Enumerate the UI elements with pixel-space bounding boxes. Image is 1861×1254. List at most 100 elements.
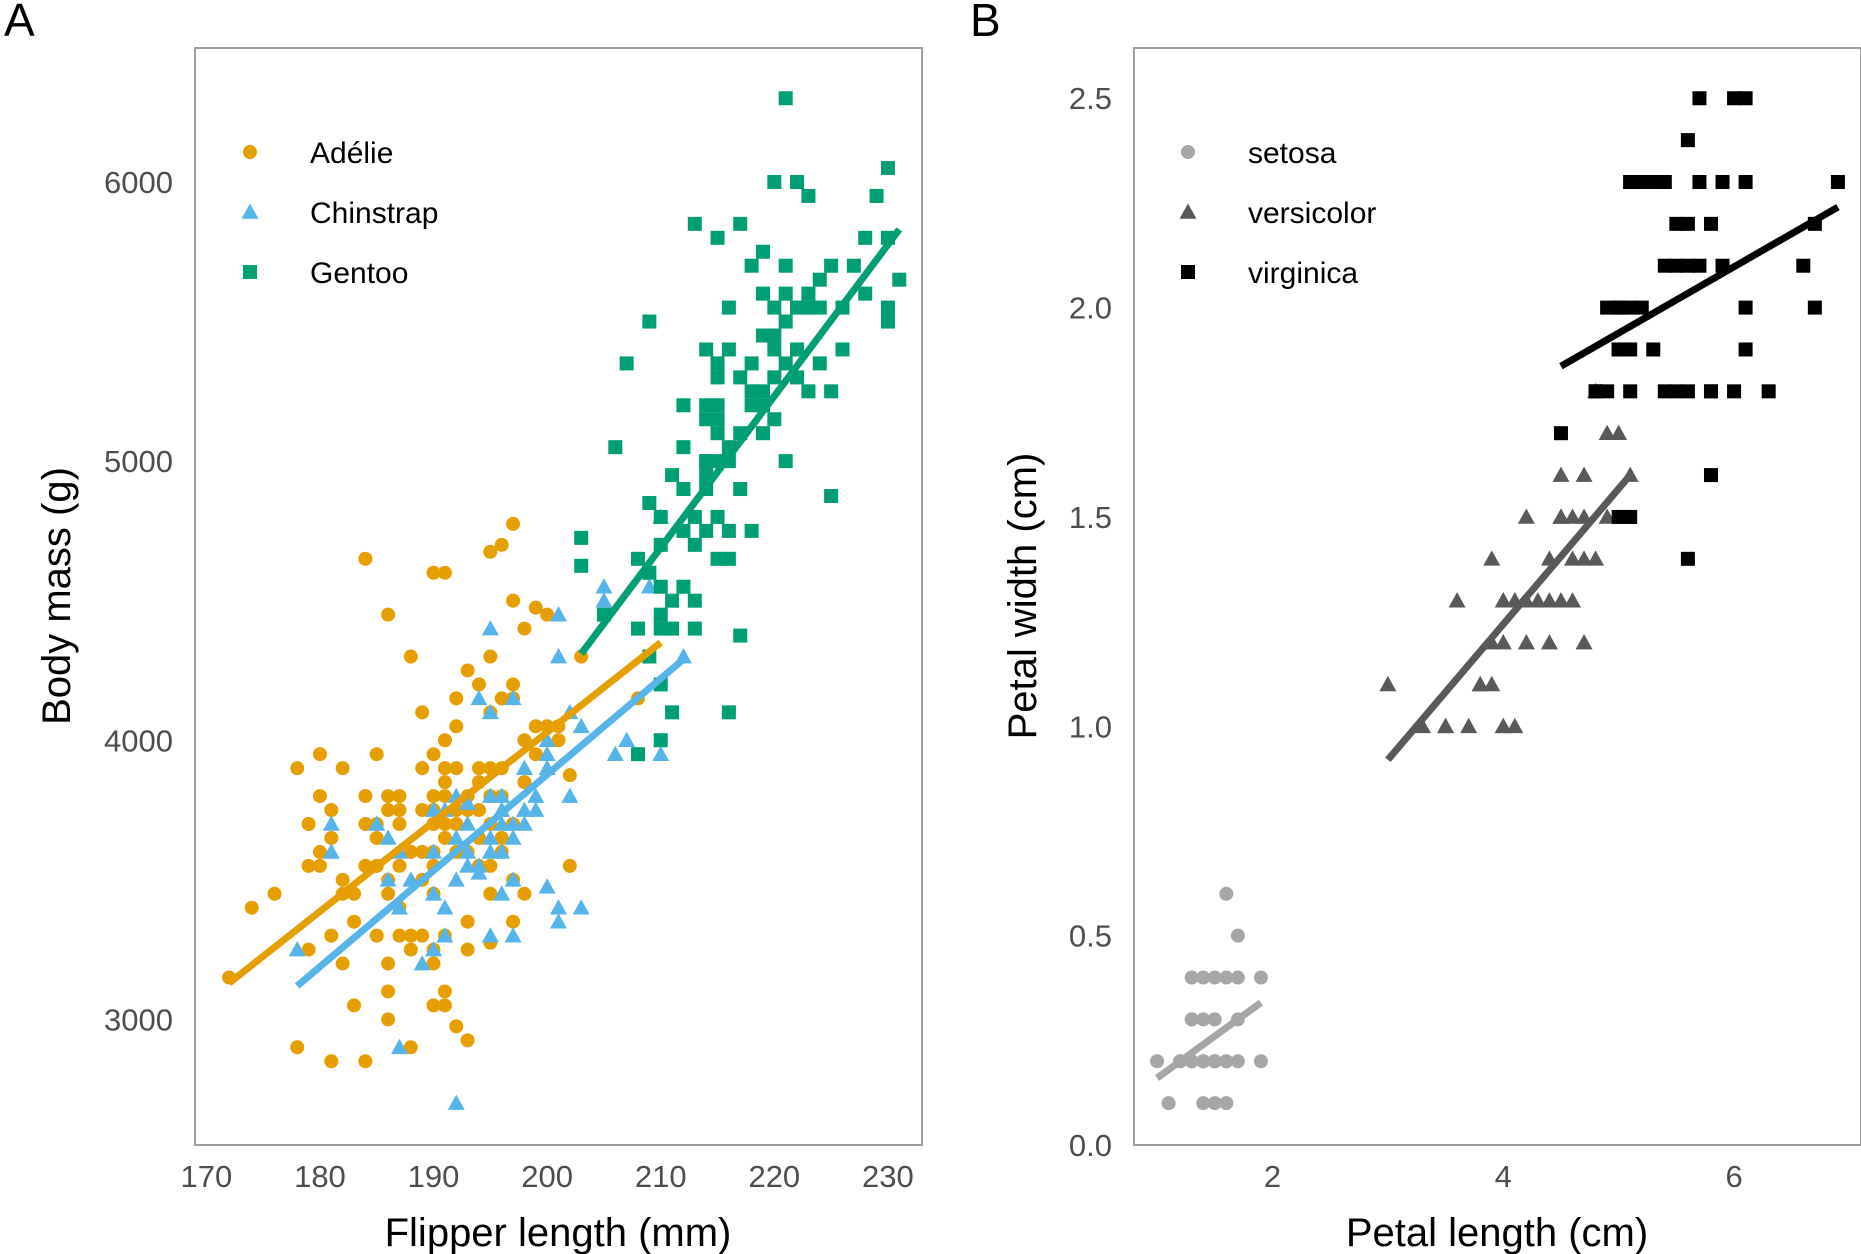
chinstrap-point [504, 689, 522, 706]
chinstrap-point [550, 648, 567, 664]
y-tick-label: 6000 [104, 165, 173, 200]
chinstrap-point [481, 829, 499, 845]
gentoo-point [653, 509, 668, 524]
adlie-point [426, 789, 441, 804]
setosa-point [1150, 1054, 1165, 1069]
adlie-point [483, 544, 498, 559]
gentoo-point [699, 454, 714, 469]
gentoo-point [676, 579, 691, 594]
versicolor-point [1575, 634, 1593, 650]
versicolor-point [1437, 717, 1455, 734]
gentoo-point [676, 398, 691, 413]
gentoo-point [699, 412, 714, 427]
virginica-point [1634, 174, 1649, 189]
adlie-point [392, 803, 407, 818]
adlie-point [449, 816, 464, 831]
gentoo-point [653, 607, 668, 622]
versicolor-point [1587, 550, 1605, 566]
legend-chinstrap-marker [241, 203, 259, 219]
y-tick-label: 3000 [104, 1002, 173, 1037]
adlie-point [301, 942, 316, 957]
chinstrap-point [493, 885, 511, 901]
adlie-point [324, 1054, 339, 1069]
setosa-point [1196, 1096, 1211, 1111]
adlie-point [437, 984, 452, 999]
setosa-point [1207, 1054, 1222, 1069]
adlie-point [517, 886, 532, 901]
adlie-point [437, 733, 452, 748]
panel-b: B 2 4 6 0.0 0.5 1.0 1.5 2.0 2.5 setosa versicolo… [970, 0, 1861, 1254]
gentoo-point [699, 398, 714, 413]
y-tick-label: 2.5 [1069, 81, 1112, 116]
setosa-point [1219, 1096, 1234, 1111]
panel-b-legend: setosa versicolor virginica [1179, 137, 1376, 290]
adlie-point [369, 747, 384, 762]
legend-versicolor-marker [1179, 203, 1197, 219]
chinstrap-point [550, 913, 567, 929]
virginica-point [1634, 300, 1649, 315]
virginica-point [1830, 174, 1845, 189]
adlie-point [551, 733, 566, 748]
versicolor-fit-line [1385, 472, 1633, 763]
chinstrap-point [652, 745, 670, 762]
chinstrap-fit-line [294, 656, 686, 989]
chinstrap-point [504, 815, 522, 831]
panel-a-x-ticks: 170 180 190 200 210 220 230 [180, 1159, 913, 1194]
versicolor-point [1552, 466, 1570, 482]
panel-b-fit-lines [1155, 204, 1840, 1081]
adlie-point [381, 984, 396, 999]
adlie-point [494, 691, 509, 706]
setosa-point [1207, 1096, 1222, 1111]
virginica-point [1623, 342, 1638, 357]
x-tick-label: 230 [862, 1159, 914, 1194]
virginica-point [1611, 509, 1626, 524]
gentoo-point [824, 258, 839, 273]
adlie-point [403, 649, 418, 664]
gentoo-point [631, 747, 646, 762]
chinstrap-point [515, 801, 533, 817]
panel-b-x-ticks: 2 4 6 [1264, 1159, 1743, 1194]
gentoo-point [574, 558, 589, 573]
legend-adlie-marker [243, 145, 257, 159]
chinstrap-point [481, 843, 499, 859]
chinstrap-point [595, 592, 613, 608]
gentoo-point [653, 621, 668, 636]
virginica-point [1680, 384, 1695, 399]
adlie-point [403, 928, 418, 943]
versicolor-point [1540, 592, 1558, 608]
adlie-point [369, 928, 384, 943]
gentoo-point [721, 523, 736, 538]
chinstrap-point [550, 899, 567, 915]
adlie-point [483, 886, 498, 901]
adlie-point [381, 886, 396, 901]
chinstrap-point [459, 857, 477, 873]
chinstrap-point [390, 899, 408, 915]
adlie-point [437, 775, 452, 790]
adlie-point [403, 942, 418, 957]
chinstrap-point [447, 871, 465, 887]
gentoo-point [767, 328, 782, 343]
gentoo-point [710, 412, 725, 427]
y-tick-label: 0.5 [1069, 919, 1112, 954]
setosa-point [1219, 1054, 1234, 1069]
adlie-point [528, 719, 543, 734]
gentoo-point [767, 174, 782, 189]
chinstrap-point [288, 941, 306, 957]
gentoo-point [767, 370, 782, 385]
y-tick-label: 0.0 [1069, 1128, 1112, 1163]
adlie-point [437, 789, 452, 804]
gentoo-point [801, 188, 816, 203]
y-tick-label: 2.0 [1069, 291, 1112, 326]
adlie-point [426, 956, 441, 971]
versicolor-point [1598, 508, 1616, 524]
gentoo-point [642, 314, 657, 329]
adlie-point [471, 761, 486, 776]
panel-b-x-axis-title: Petal length (cm) [1346, 1211, 1648, 1254]
gentoo-point [801, 286, 816, 301]
virginica-point [1680, 216, 1695, 231]
virginica-point [1600, 384, 1615, 399]
chinstrap-point [538, 878, 556, 894]
chinstrap-point [515, 815, 533, 831]
adlie-point [562, 858, 577, 873]
panel-b-plot-frame [1133, 47, 1861, 1146]
